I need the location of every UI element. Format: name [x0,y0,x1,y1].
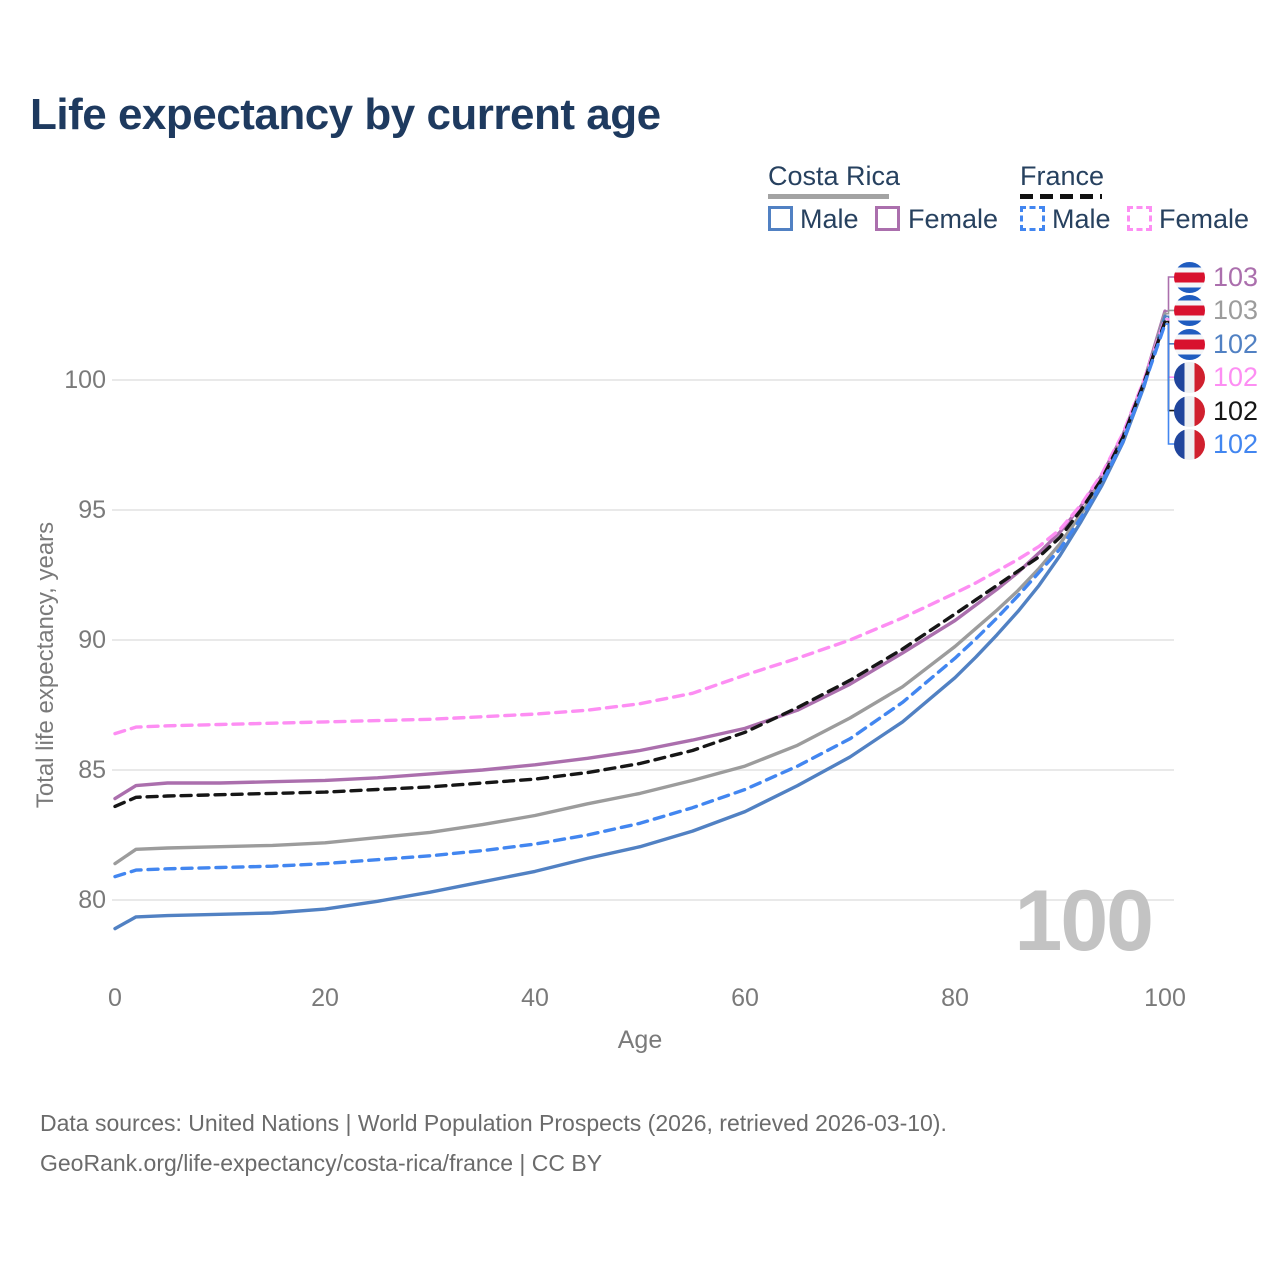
x-tick-20: 20 [311,984,339,1012]
legend-label-costa-rica-male[interactable]: Male [800,204,859,234]
y-tick-90: 90 [78,626,106,654]
france-flag-icon [1174,396,1205,427]
series-line-costa-rica-all[interactable] [113,312,1167,866]
x-tick-60: 60 [731,984,759,1012]
series-line-france-all[interactable] [113,319,1167,809]
x-tick-80: 80 [941,984,969,1012]
x-tick-0: 0 [108,984,122,1012]
gridline-90 [112,639,1174,641]
end-label-value: 102 [1213,362,1259,392]
x-axis-title: Age [617,1026,663,1054]
legend-label-france-female[interactable]: Female [1159,204,1250,234]
end-label-row-4: 102 [1174,395,1258,428]
end-label-value: 103 [1213,295,1259,325]
legend-swatch-costa-rica-male[interactable] [768,206,793,231]
legend-france-line-swatch [1020,194,1102,199]
x-tick-40: 40 [521,984,549,1012]
costa-rica-flag-icon [1174,329,1205,360]
footer-line-2: GeoRank.org/life-expectancy/costa-rica/f… [40,1150,603,1176]
page-title: Life expectancy by current age [30,90,661,139]
costa-rica-flag-icon [1174,295,1205,326]
gridline-100 [112,379,1174,381]
y-tick-80: 80 [78,886,106,914]
end-label-value: 102 [1213,329,1259,359]
age-counter-watermark: 100 [1014,873,1154,969]
footer-line-1: Data sources: United Nations | World Pop… [40,1110,947,1136]
end-label-row-2: 102 [1174,328,1258,361]
gridline-95 [112,509,1174,511]
y-tick-85: 85 [78,756,106,784]
end-label-value: 102 [1213,429,1259,459]
series-line-costa-rica-male[interactable] [113,314,1167,931]
end-label-row-1: 103 [1174,294,1258,327]
legend-swatch-costa-rica-female[interactable] [875,206,900,231]
france-flag-icon [1174,362,1205,393]
end-label-row-5: 102 [1174,428,1258,461]
gridline-85 [112,769,1174,771]
y-axis-title: Total life expectancy, years [32,521,59,809]
legend-costa-rica-line-swatch [768,194,889,199]
legend-costa-rica-title[interactable]: Costa Rica [768,161,901,191]
end-label-value: 102 [1213,396,1259,426]
end-label-value: 103 [1213,262,1259,292]
legend-label-france-male[interactable]: Male [1052,204,1111,234]
y-tick-100: 100 [64,366,106,394]
series-line-france-female[interactable] [113,317,1167,736]
france-flag-icon [1174,429,1205,460]
legend-france-title[interactable]: France [1020,161,1105,191]
series-line-france-male[interactable] [113,322,1167,879]
end-label-row-0: 103 [1174,261,1258,294]
x-tick-100: 100 [1144,984,1186,1012]
legend-label-costa-rica-female[interactable]: Female [908,204,999,234]
end-label-row-3: 102 [1174,361,1258,394]
legend-swatch-france-male[interactable] [1020,206,1045,231]
series-line-costa-rica-female[interactable] [113,309,1167,801]
costa-rica-flag-icon [1174,262,1205,293]
legend-swatch-france-female[interactable] [1127,206,1152,231]
y-tick-95: 95 [78,496,106,524]
